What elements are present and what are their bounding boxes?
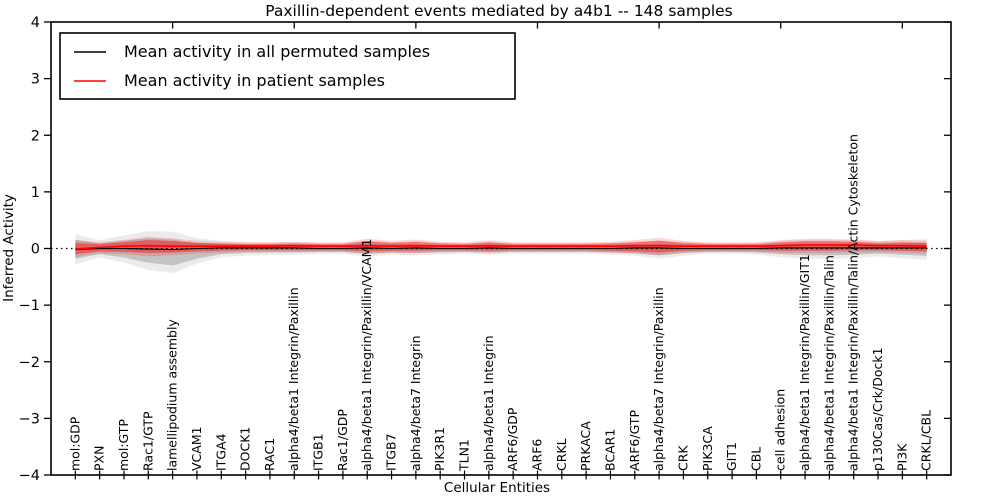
y-axis-title: Inferred Activity	[1, 194, 17, 302]
x-category-label: alpha4/beta7 Integrin	[408, 335, 423, 471]
lines-layer	[51, 244, 951, 251]
legend: Mean activity in all permuted samples Me…	[59, 32, 516, 100]
band-permuted-outer	[75, 231, 927, 274]
y-tick-label: 1	[31, 185, 40, 201]
band-patient-outer	[75, 236, 927, 257]
x-category-label: cell adhesion	[773, 389, 788, 471]
x-category-label: ITGA4	[213, 433, 228, 471]
tick-labels-layer: 4 3 2 1 0 −1 −2 −3 −4 mol:GDP PXN mol:GTP Rac1/GTP la…	[19, 15, 934, 484]
y-tick-label: 3	[31, 72, 40, 88]
x-category-label: PIK3CA	[700, 426, 715, 471]
x-category-label: alpha4/beta1 Integrin/Paxillin/Talin	[821, 255, 836, 471]
x-category-label: BCAR1	[602, 429, 617, 471]
mean-patient-line	[75, 244, 927, 250]
x-category-label: CRKL	[554, 438, 569, 471]
x-category-label: CRKL/CBL	[919, 410, 934, 471]
x-category-label: TLN1	[457, 439, 472, 472]
chart-title: Paxillin-dependent events mediated by a4…	[265, 2, 733, 20]
x-category-label: CBL	[748, 447, 763, 471]
x-category-label: RAC1	[262, 438, 277, 471]
x-category-label: mol:GDP	[67, 416, 82, 471]
y-tick-label: −1	[19, 298, 40, 314]
y-tick-label: 2	[31, 128, 40, 144]
x-category-label: PRKACA	[578, 421, 593, 471]
x-category-label: GIT1	[724, 442, 739, 471]
ticks-group	[44, 21, 951, 480]
legend-label-permuted: Mean activity in all permuted samples	[124, 42, 430, 61]
x-category-label: alpha4/beta1 Integrin	[481, 335, 496, 471]
band-patient	[75, 240, 927, 255]
x-category-label: alpha4/beta1 Integrin/Paxillin/Talin/Act…	[846, 134, 861, 471]
x-category-label: alpha4/beta1 Integrin/Paxillin	[286, 287, 301, 471]
x-category-label: PIK3R1	[432, 427, 447, 471]
axes-layer	[44, 21, 952, 480]
x-category-label: Rac1/GTP	[140, 411, 155, 471]
y-tick-label: −2	[19, 355, 40, 371]
x-axis-title: Cellular Entities	[444, 480, 550, 496]
x-category-label: ITGB7	[384, 433, 399, 471]
x-category-label: alpha4/beta1 Integrin/Paxillin/GIT1	[797, 254, 812, 471]
y-tick-label: −4	[19, 468, 40, 484]
y-tick-label: −3	[19, 411, 40, 427]
x-category-label: p130Cas/Crk/Dock1	[870, 347, 885, 471]
x-category-label: PI3K	[894, 443, 909, 471]
x-category-label: DOCK1	[238, 427, 253, 471]
x-category-label: VCAM1	[189, 426, 204, 471]
x-category-label: alpha4/beta7 Integrin/Paxillin	[651, 287, 666, 471]
legend-box	[59, 32, 516, 100]
mean-permuted-line	[75, 247, 927, 251]
x-category-label: ARF6	[529, 439, 544, 471]
y-tick-label: 0	[31, 242, 40, 258]
x-category-label: lamellipodium assembly	[165, 319, 180, 471]
x-category-label: alpha4/beta1 Integrin/Paxillin/VCAM1	[359, 239, 374, 471]
x-category-label: CRK	[675, 445, 690, 471]
x-category-label: ARF6/GTP	[627, 410, 642, 471]
x-category-label: ARF6/GDP	[505, 407, 520, 471]
y-tick-label: 4	[31, 15, 40, 31]
x-category-label: Rac1/GDP	[335, 409, 350, 471]
x-category-label: PXN	[92, 446, 107, 471]
x-category-label: mol:GTP	[116, 419, 131, 471]
x-category-label: ITGB1	[311, 433, 326, 471]
legend-label-patient: Mean activity in patient samples	[124, 71, 385, 90]
